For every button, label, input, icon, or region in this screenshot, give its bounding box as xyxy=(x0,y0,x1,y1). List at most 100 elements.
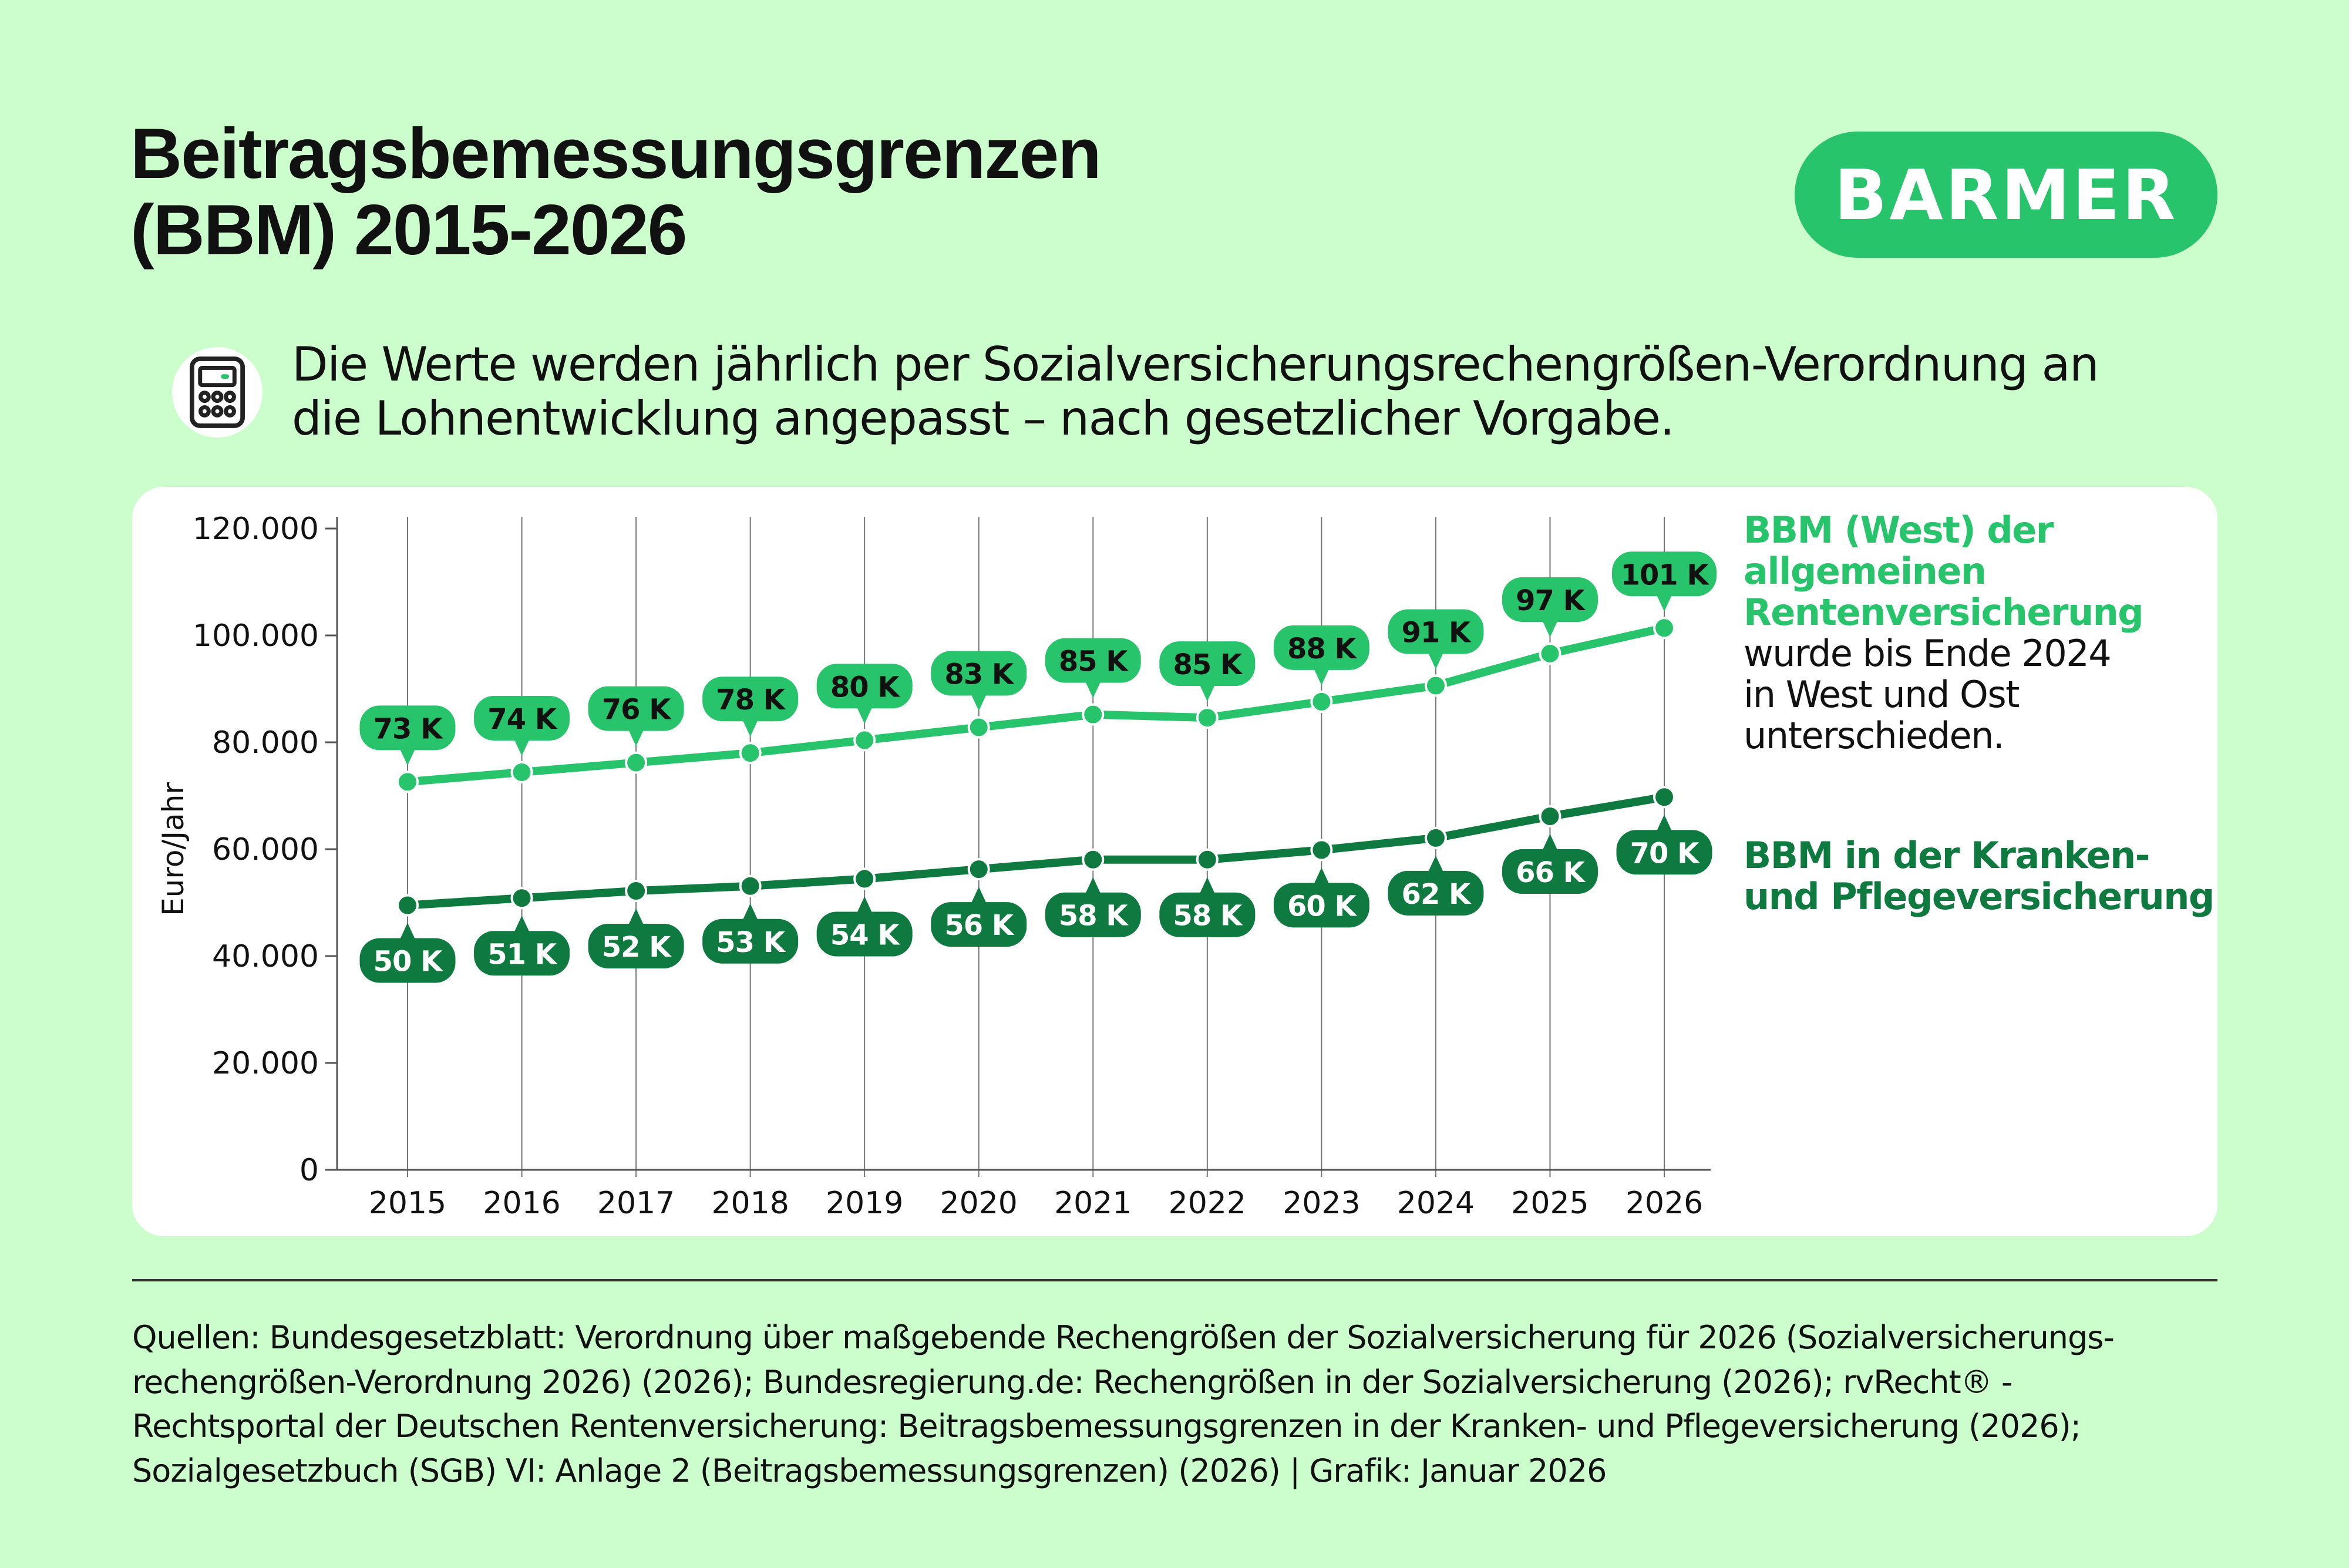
data-point-kv-2021 xyxy=(1082,848,1105,871)
data-label-bubble-west-2021 xyxy=(1045,638,1141,683)
data-label-pointer xyxy=(628,908,644,925)
data-label-west-2015: 73 K xyxy=(373,712,444,745)
title-line-1: Beitragsbemessungsgrenzen xyxy=(130,113,1102,193)
title-line-2: (BBM) 2015-2026 xyxy=(130,190,687,270)
data-label-bubble-kv-2023 xyxy=(1273,883,1369,928)
data-label-pointer xyxy=(1085,681,1101,698)
x-tick-label-2024: 2024 xyxy=(1397,1186,1475,1221)
legend-kv-line-2: und Pflegeversicherung xyxy=(1744,875,2215,918)
y-tick-label: 40.000 xyxy=(212,939,319,974)
data-label-west-2017: 76 K xyxy=(602,694,672,726)
data-label-kv-2018: 53 K xyxy=(716,926,786,959)
data-label-pointer xyxy=(400,749,415,766)
x-tick-label-2023: 2023 xyxy=(1283,1186,1360,1221)
data-label-pointer xyxy=(1428,855,1443,872)
x-tick-label-2021: 2021 xyxy=(1054,1186,1132,1221)
data-label-kv-2021: 58 K xyxy=(1059,900,1129,933)
sources: Quellen: Bundesgesetzblatt: Verordnung ü… xyxy=(132,1315,2115,1493)
data-label-bubble-kv-2024 xyxy=(1388,870,1484,916)
source-line-3: Rechtsportal der Deutschen Rentenversich… xyxy=(132,1408,2081,1445)
legend-kv: BBM in der Kranken- und Pflegeversicheru… xyxy=(1744,834,2215,918)
series-line-kv xyxy=(407,793,1665,910)
data-label-bubble-west-2020 xyxy=(931,651,1027,696)
legend-west-line-3: Rentenversicherung xyxy=(1744,591,2144,634)
data-label-pointer xyxy=(857,896,873,913)
y-tick-label: 0 xyxy=(299,1153,319,1188)
page-title: Beitragsbemessungsgrenzen (BBM) 2015-202… xyxy=(130,113,1102,270)
data-label-bubble-west-2015 xyxy=(359,705,456,751)
data-point-kv-2024 xyxy=(1424,826,1447,849)
data-label-pointer xyxy=(1199,685,1215,702)
data-label-west-2023: 88 K xyxy=(1287,632,1358,665)
data-label-bubble-west-2019 xyxy=(816,664,913,709)
data-label-bubble-west-2016 xyxy=(474,695,570,741)
data-point-kv-2016 xyxy=(510,887,533,910)
data-label-bubble-kv-2017 xyxy=(588,923,684,968)
x-tick-label-2018: 2018 xyxy=(711,1186,789,1221)
x-tick-label-2020: 2020 xyxy=(940,1186,1018,1221)
data-label-west-2019: 80 K xyxy=(830,671,901,704)
data-label-kv-2015: 50 K xyxy=(373,945,444,978)
data-point-kv-2019 xyxy=(853,867,876,890)
data-point-west-2016 xyxy=(510,761,533,783)
data-label-west-2026: 101 K xyxy=(1620,558,1709,591)
data-label-bubble-west-2018 xyxy=(702,677,799,722)
data-label-bubble-west-2024 xyxy=(1388,609,1484,654)
data-point-west-2017 xyxy=(625,751,648,774)
data-label-kv-2017: 52 K xyxy=(602,931,672,964)
calculator-icon xyxy=(172,347,263,438)
series-line-west xyxy=(407,624,1665,786)
data-point-west-2021 xyxy=(1082,703,1105,726)
data-label-bubble-kv-2018 xyxy=(702,918,799,964)
x-tick-label-2016: 2016 xyxy=(483,1186,560,1221)
data-point-west-2015 xyxy=(396,770,419,793)
legend-kv-line-1: BBM in der Kranken- xyxy=(1744,834,2150,877)
data-label-pointer xyxy=(971,887,987,904)
data-label-pointer xyxy=(971,694,987,711)
data-label-west-2021: 85 K xyxy=(1059,645,1129,678)
y-tick-label: 120.000 xyxy=(193,512,319,547)
subtitle-line-2: die Lohnentwicklung angepasst – nach ges… xyxy=(292,391,1675,446)
data-label-pointer xyxy=(742,903,758,920)
data-label-pointer xyxy=(514,739,530,756)
y-tick-label: 20.000 xyxy=(212,1046,319,1081)
x-tick-label-2015: 2015 xyxy=(369,1186,446,1221)
data-label-pointer xyxy=(742,720,758,737)
data-label-kv-2022: 58 K xyxy=(1173,900,1243,933)
data-point-west-2018 xyxy=(739,742,762,765)
data-label-bubble-west-2026 xyxy=(1612,551,1717,597)
data-point-west-2019 xyxy=(853,729,876,752)
legend-west: BBM (West) der allgemeinen Rentenversich… xyxy=(1744,510,2144,756)
data-label-west-2024: 91 K xyxy=(1402,617,1472,650)
data-point-kv-2018 xyxy=(739,874,762,897)
x-tick-label-2022: 2022 xyxy=(1169,1186,1246,1221)
data-label-pointer xyxy=(857,707,873,724)
data-point-kv-2025 xyxy=(1539,805,1561,828)
y-axis-label: Euro/Jahr xyxy=(156,782,190,916)
data-label-pointer xyxy=(514,916,530,933)
data-label-kv-2019: 54 K xyxy=(830,919,901,952)
subtitle-line-1: Die Werte werden jährlich per Sozialvers… xyxy=(292,337,2099,392)
data-point-west-2025 xyxy=(1539,642,1561,665)
subtitle: Die Werte werden jährlich per Sozialvers… xyxy=(292,337,2099,446)
data-label-kv-2020: 56 K xyxy=(944,909,1015,942)
source-line-1: Quellen: Bundesgesetzblatt: Verordnung ü… xyxy=(132,1319,2115,1356)
data-point-kv-2020 xyxy=(967,858,990,881)
data-point-kv-2017 xyxy=(625,879,648,902)
data-label-pointer xyxy=(628,729,644,746)
data-point-kv-2026 xyxy=(1653,786,1675,809)
data-label-bubble-kv-2026 xyxy=(1616,830,1712,875)
data-label-west-2020: 83 K xyxy=(944,658,1015,691)
data-point-west-2020 xyxy=(967,716,990,739)
data-label-bubble-kv-2021 xyxy=(1045,892,1141,937)
legend-west-note-1: wurde bis Ende 2024 xyxy=(1744,632,2112,675)
data-label-bubble-kv-2022 xyxy=(1159,892,1256,937)
data-label-pointer xyxy=(1542,620,1558,637)
data-label-kv-2023: 60 K xyxy=(1287,890,1358,923)
data-label-pointer xyxy=(1542,834,1558,851)
data-point-kv-2022 xyxy=(1196,848,1219,871)
data-label-pointer xyxy=(400,923,415,940)
data-point-west-2023 xyxy=(1310,690,1333,713)
y-tick-label: 60.000 xyxy=(212,832,319,867)
data-label-bubble-kv-2025 xyxy=(1502,849,1598,894)
